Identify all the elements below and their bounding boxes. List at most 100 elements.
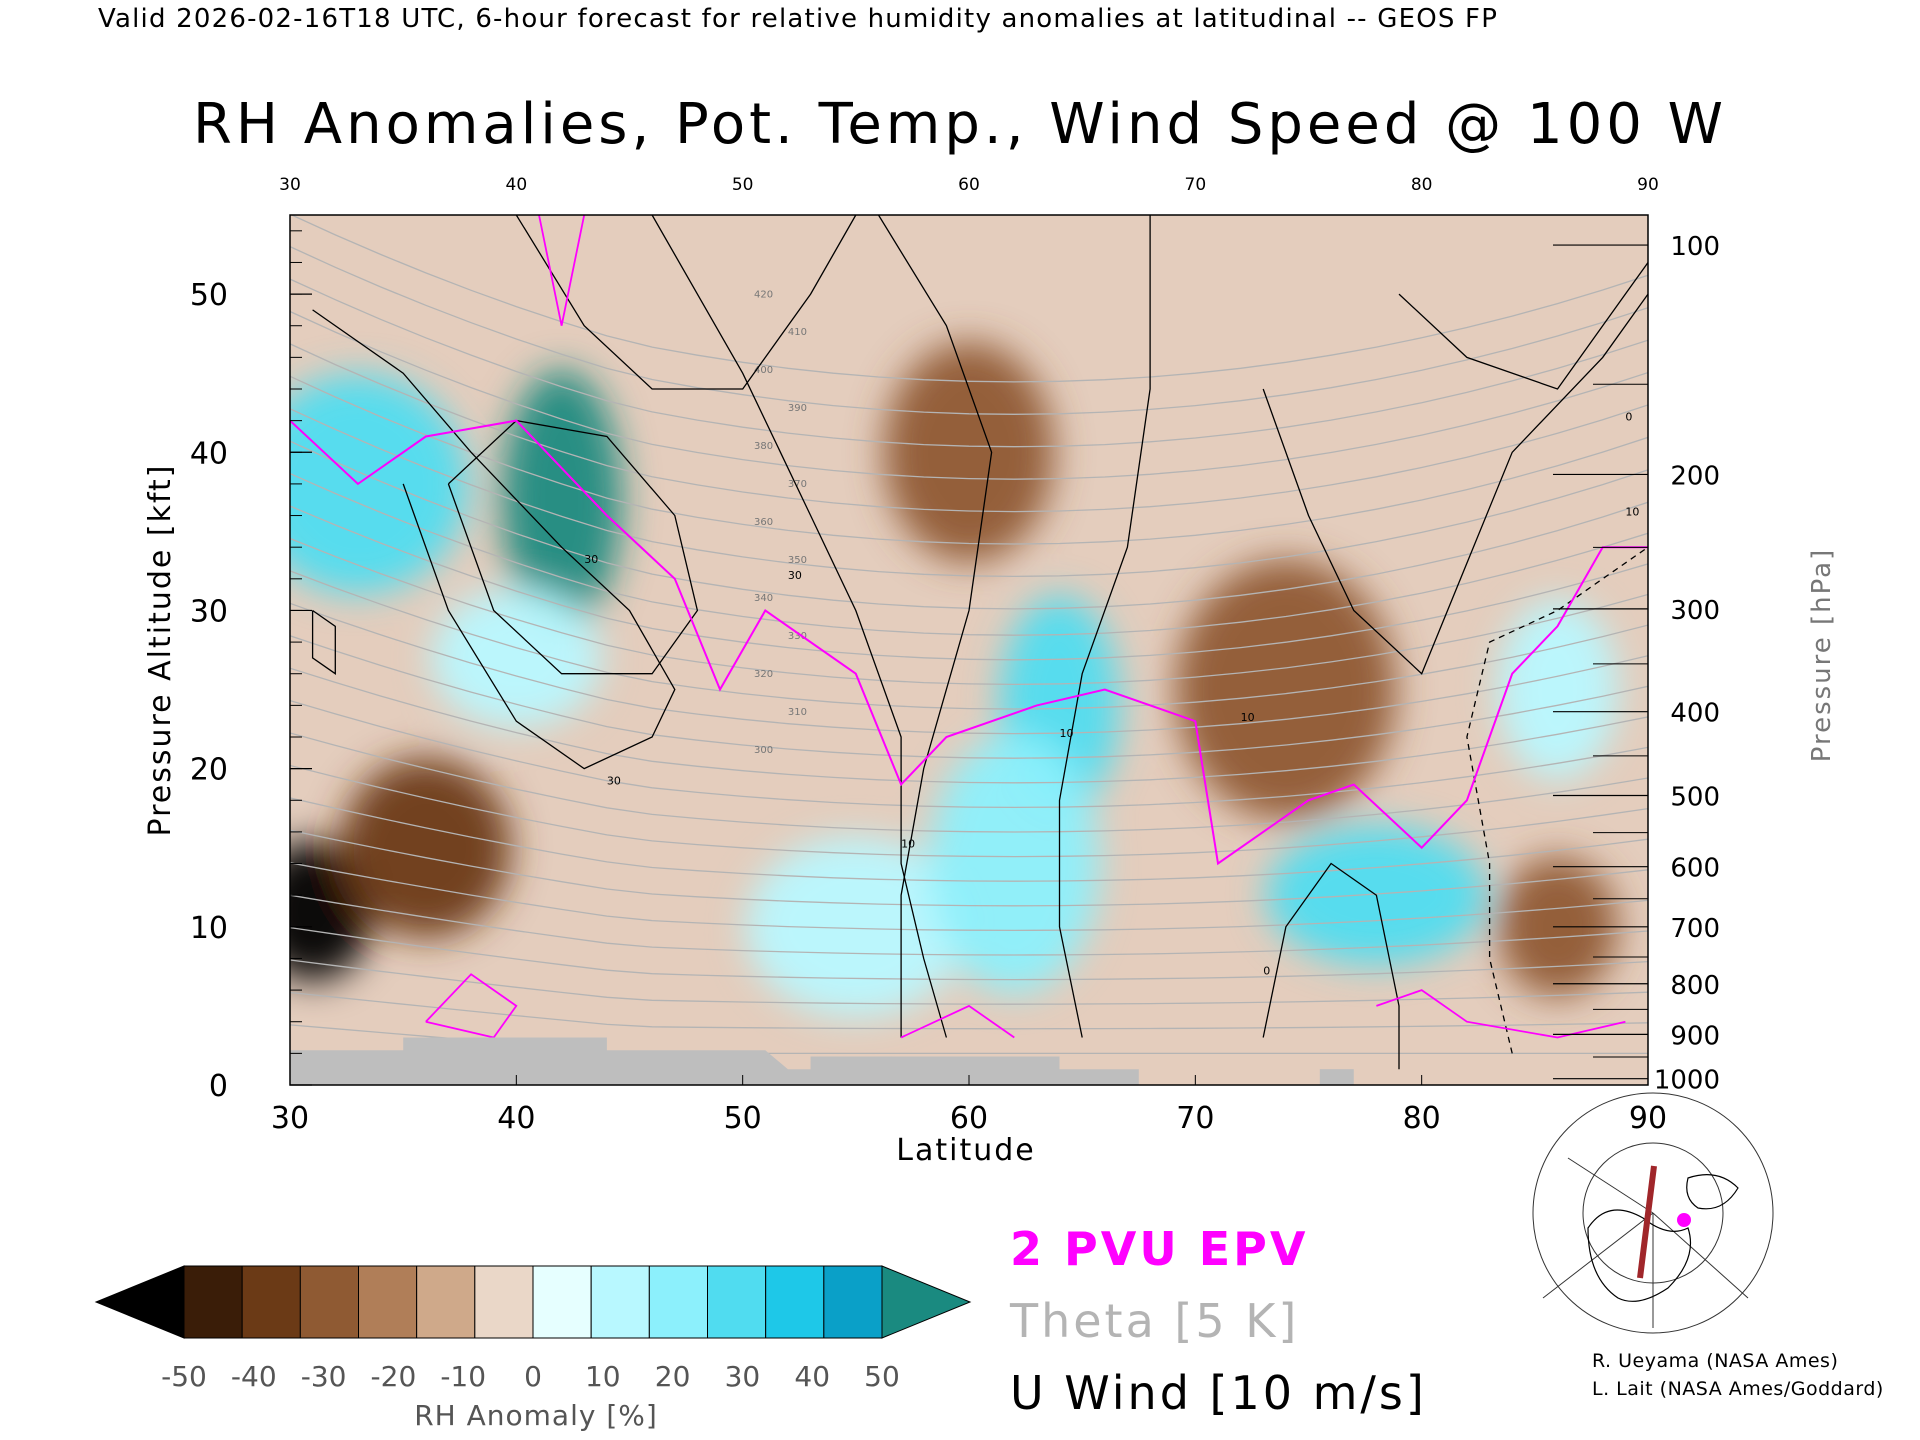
colorbar-tick-label: 0	[524, 1360, 542, 1393]
terrain-mask	[290, 1037, 1354, 1085]
x-top-tick-label: 40	[506, 175, 528, 195]
x-top-tick-label: 60	[958, 175, 980, 195]
colorbar-swatch	[241, 1265, 301, 1339]
u-wind-isotach	[312, 309, 676, 770]
colorbar-tick-label: 40	[794, 1360, 830, 1393]
colorbar-tick-label: -20	[371, 1360, 417, 1393]
u-wind-contour-label: 10	[1241, 711, 1255, 724]
colorbar-high-arrow	[881, 1265, 972, 1339]
u-wind-contour-label: 30	[584, 553, 598, 566]
rh-anomaly-region	[745, 836, 966, 1017]
theta-isentrope	[290, 408, 1648, 578]
colorbar-swatch	[823, 1265, 883, 1339]
u-wind-contour-label: 0	[1625, 411, 1632, 424]
u-wind-isotach	[447, 419, 699, 675]
epv-2pvu-line	[900, 1004, 1015, 1039]
colorbar-swatch	[299, 1265, 360, 1339]
colorbar-tick-label: 50	[864, 1360, 900, 1393]
pressure-tick-label: 300	[1670, 596, 1720, 626]
theta-isentrope	[290, 246, 1648, 415]
epv-2pvu-line	[1376, 989, 1626, 1039]
rh-anomaly-region	[340, 757, 511, 938]
theta-isentrope	[290, 310, 1648, 480]
colorbar-tick-label: -40	[231, 1360, 277, 1393]
map-coastline	[1686, 1174, 1739, 1210]
pressure-tick-label: 900	[1670, 1021, 1720, 1051]
theta-isentrope	[290, 667, 1648, 784]
u-wind-contour-label: 30	[788, 569, 802, 582]
theta-contour-label: 370	[788, 479, 807, 490]
theta-isentrope	[290, 926, 1648, 981]
theta-isentrope	[290, 505, 1648, 661]
x-tick-label: 90	[1629, 1101, 1667, 1136]
colorbar-swatch	[532, 1265, 592, 1339]
rh-anomaly-region	[1175, 559, 1396, 820]
x-axis-label: Latitude	[896, 1133, 1035, 1168]
y-tick-label: 20	[190, 753, 228, 788]
theta-isentrope	[290, 829, 1648, 907]
chart-title: RH Anomalies, Pot. Temp., Wind Speed @ 1…	[192, 92, 1728, 157]
colorbar-swatch	[590, 1265, 650, 1339]
theta-isentrope	[290, 797, 1648, 882]
map-meridian	[1567, 1157, 1654, 1214]
theta-isentrope	[290, 764, 1648, 858]
x-tick-label: 50	[724, 1101, 762, 1136]
map-section-line	[1637, 1165, 1657, 1279]
theta-isentrope	[290, 862, 1648, 932]
axes: 3030404050506060707080809090010203040501…	[190, 175, 1720, 1136]
colorbar-low-arrow	[94, 1265, 185, 1339]
pressure-tick-label: 700	[1670, 914, 1720, 944]
theta-isentrope	[290, 959, 1648, 1005]
rh-anomaly-region	[1497, 599, 1618, 780]
theta-isentrope	[290, 635, 1648, 759]
colorbar: -50 -40 -30 -20 -10 0 10 20 30 40 50	[94, 1265, 972, 1393]
u-wind-contour-label: 30	[607, 774, 621, 787]
colorbar-tick-label: -50	[161, 1360, 207, 1393]
legend-theta: Theta [5 K]	[1010, 1294, 1300, 1348]
colorbar-tick-label: 10	[585, 1360, 621, 1393]
theta-contour-label: 320	[754, 669, 773, 680]
theta-contour-label: 350	[788, 555, 807, 566]
y-tick-label: 50	[190, 278, 228, 313]
credit-lait: L. Lait (NASA Ames/Goddard)	[1592, 1378, 1884, 1400]
terrain-fill	[290, 1037, 1139, 1085]
u-wind-negative-isotach	[1466, 546, 1648, 1054]
theta-contour-label: 380	[754, 441, 773, 452]
epv-2pvu-line	[290, 419, 1648, 866]
theta-contour-label: 360	[754, 517, 773, 528]
theta-contour-label: 390	[788, 403, 807, 414]
x-tick-label: 40	[497, 1101, 535, 1136]
pressure-tick-label: 500	[1670, 783, 1720, 813]
theta-isentrope	[290, 894, 1648, 956]
x-top-tick-label: 90	[1637, 175, 1659, 195]
theta-contour-label: 310	[788, 707, 807, 718]
theta-contour-label: 340	[754, 593, 773, 604]
x-top-tick-label: 80	[1411, 175, 1433, 195]
theta-isentrope	[290, 991, 1648, 1030]
x-top-tick-label: 70	[1185, 175, 1207, 195]
theta-contour-label: 330	[788, 631, 807, 642]
colorbar-swatch	[358, 1265, 418, 1339]
u-wind-isotach	[1398, 262, 1648, 390]
theta-isentrope	[290, 602, 1648, 735]
legend-uwind: U Wind [10 m/s]	[1010, 1366, 1427, 1420]
theta-isentrope	[290, 732, 1648, 833]
y-axis-label: Pressure Altitude [kft]	[143, 464, 178, 837]
polar-map-icon	[1532, 1092, 1774, 1334]
theta-contour-label: 410	[788, 327, 807, 338]
theta-isentrope	[290, 473, 1648, 636]
u-wind-isotach	[1262, 293, 1648, 675]
legend-epv: 2 PVU EPV	[1010, 1222, 1309, 1276]
colorbar-label: RH Anomaly [%]	[414, 1399, 658, 1432]
rh-anomaly-region	[501, 369, 622, 630]
theta-isentrope	[290, 215, 1648, 383]
colorbar-tick-label: -30	[301, 1360, 347, 1393]
epv-2pvu-contour	[290, 215, 1648, 1039]
colorbar-swatch	[765, 1265, 825, 1339]
colorbar-tick-label: -10	[440, 1360, 486, 1393]
x-tick-label: 60	[950, 1101, 988, 1136]
u-wind-contour-label: 0	[1263, 964, 1270, 977]
colorbar-swatch	[474, 1265, 534, 1339]
u-wind-isotach	[311, 609, 336, 675]
rh-anomaly-region	[884, 342, 1054, 563]
